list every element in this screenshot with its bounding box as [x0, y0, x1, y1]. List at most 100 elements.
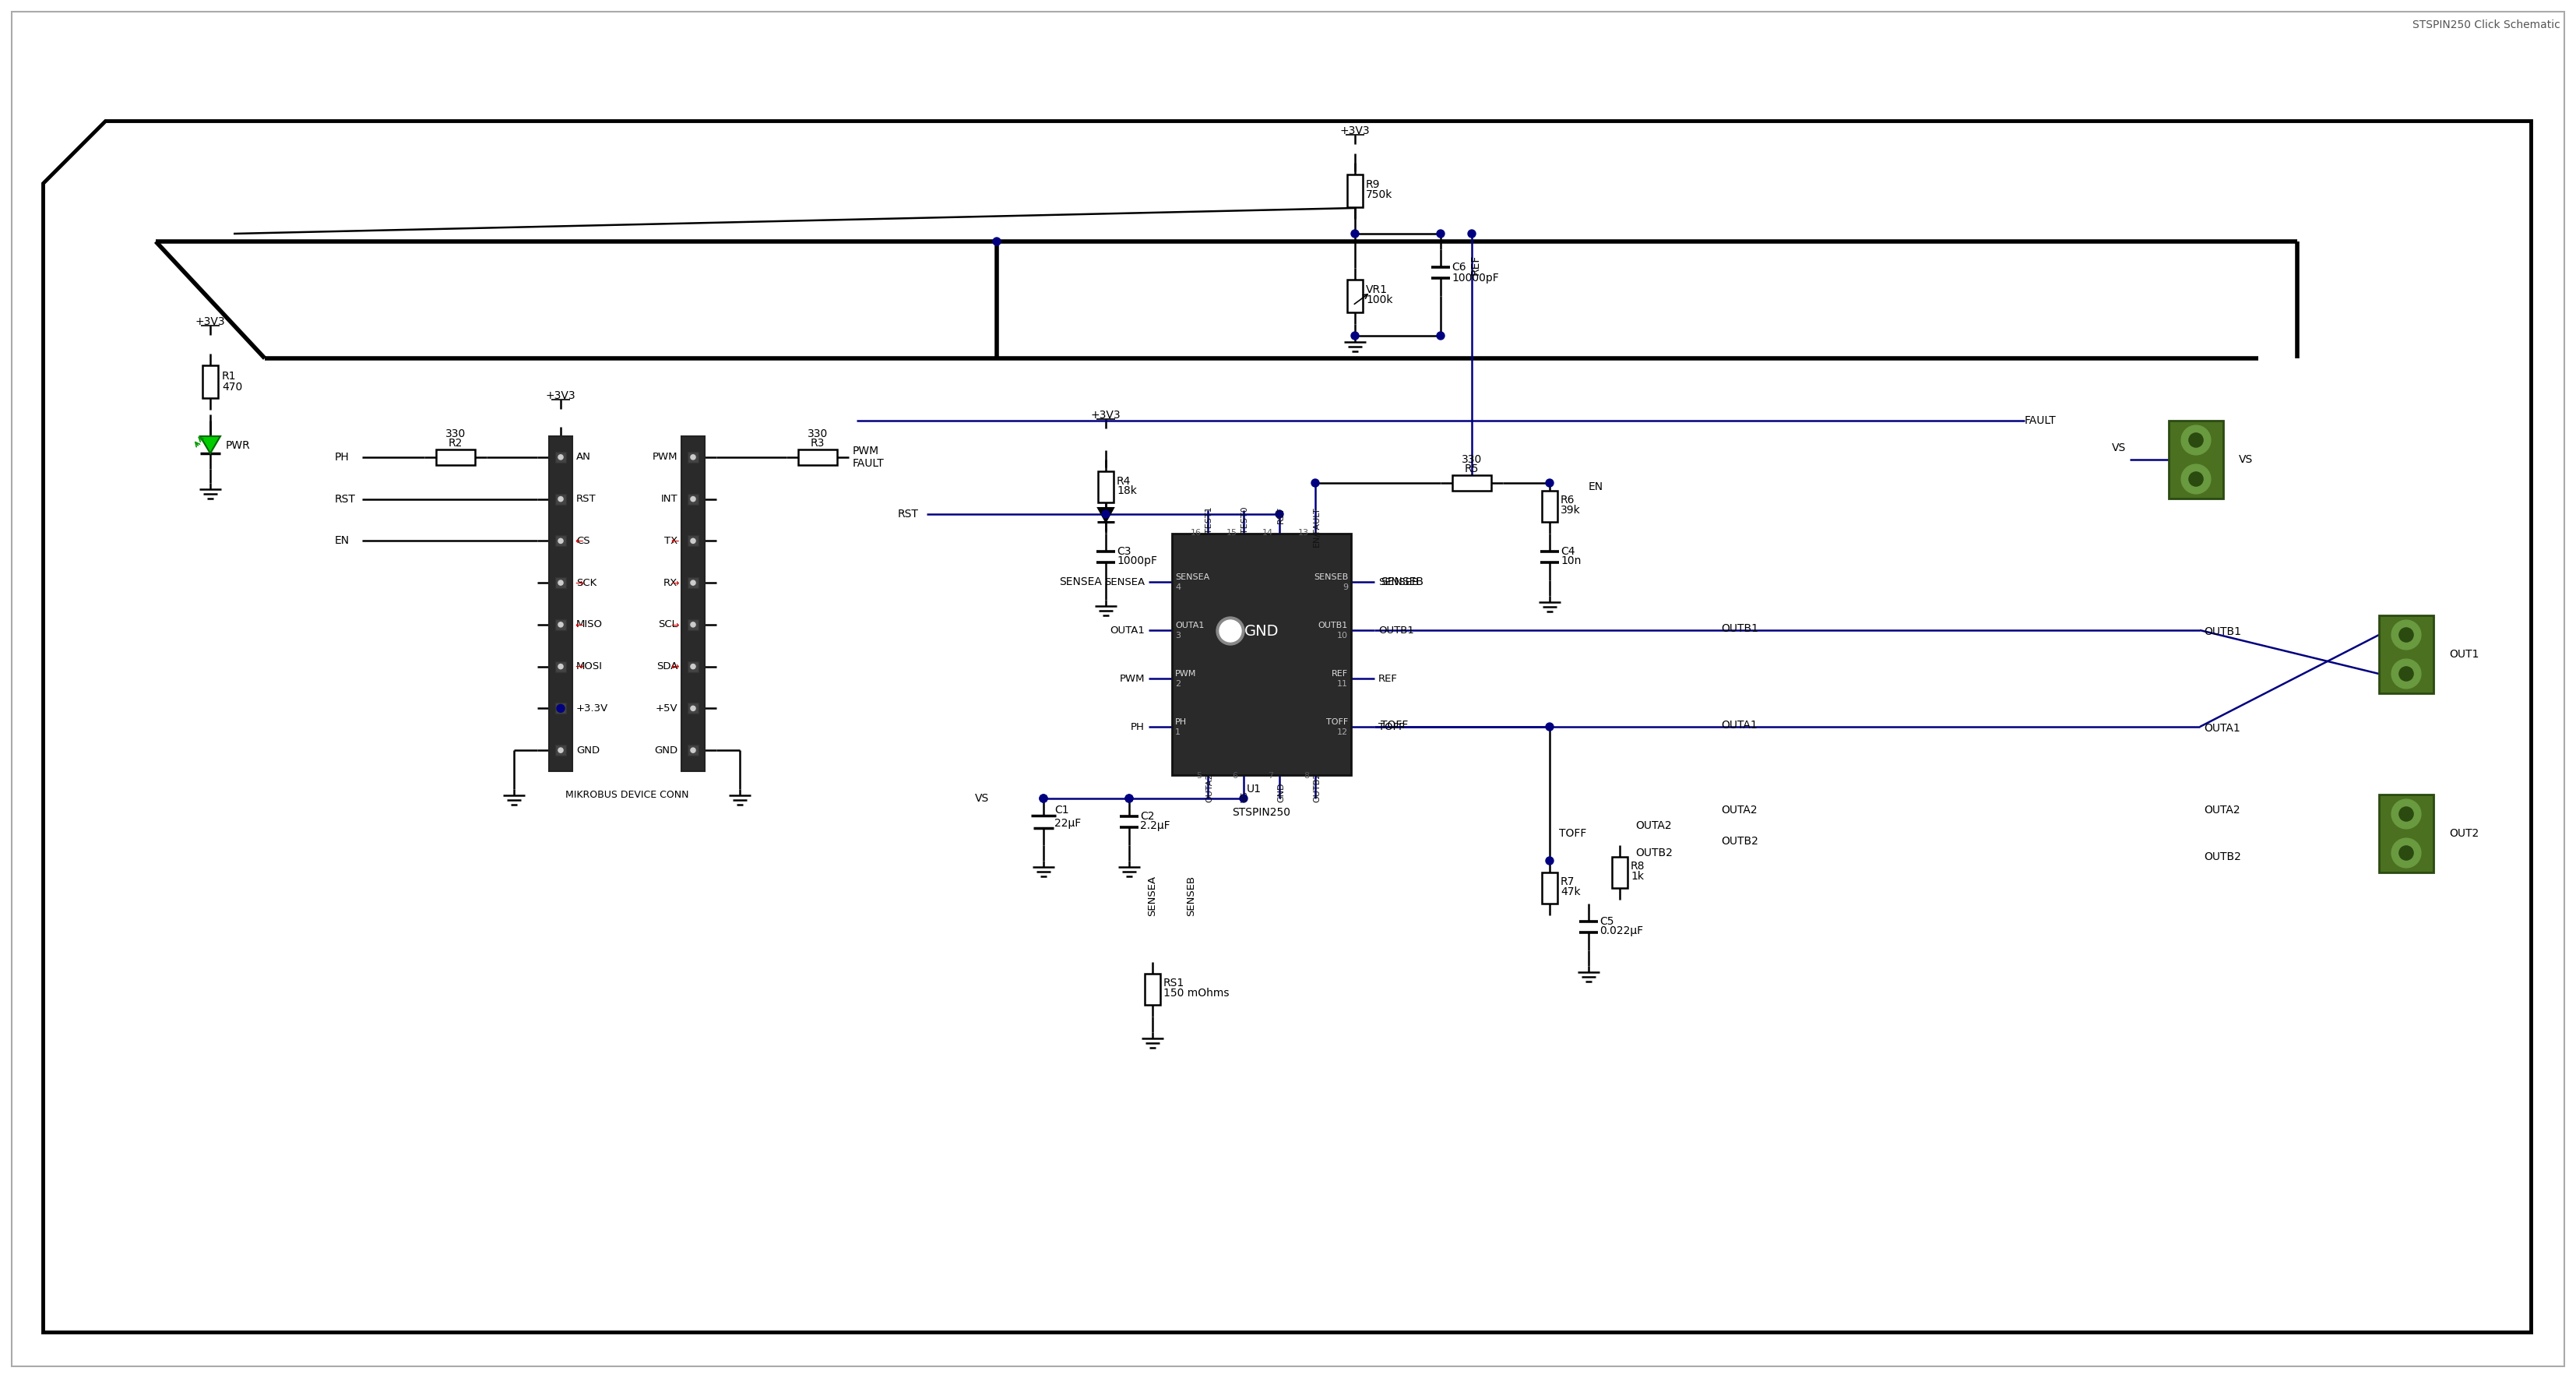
- Text: OUTA2: OUTA2: [1636, 820, 1672, 831]
- Text: MIKROBUS DEVICE CONN: MIKROBUS DEVICE CONN: [564, 790, 688, 799]
- Text: 47k: 47k: [1561, 886, 1582, 897]
- Circle shape: [690, 455, 696, 459]
- Circle shape: [559, 706, 564, 711]
- Circle shape: [690, 664, 696, 668]
- Circle shape: [559, 748, 564, 752]
- Text: 2.2μF: 2.2μF: [1141, 820, 1170, 831]
- Text: C2: C2: [1141, 810, 1154, 821]
- Circle shape: [2182, 426, 2210, 455]
- Text: 39k: 39k: [1561, 504, 1582, 515]
- Text: 4: 4: [1175, 583, 1180, 591]
- Circle shape: [559, 580, 564, 586]
- Circle shape: [1437, 230, 1445, 237]
- Text: INT: INT: [659, 493, 677, 504]
- Circle shape: [992, 237, 999, 245]
- Circle shape: [690, 539, 696, 543]
- Bar: [688, 744, 698, 755]
- Text: R8: R8: [1631, 861, 1646, 872]
- Circle shape: [1126, 795, 1133, 802]
- Text: CS: CS: [577, 536, 590, 546]
- Text: VS: VS: [2239, 455, 2254, 464]
- Circle shape: [1216, 617, 1244, 645]
- Text: GND: GND: [654, 745, 677, 755]
- Text: 470: 470: [222, 382, 242, 393]
- Text: OUTA1: OUTA1: [1110, 626, 1144, 635]
- Bar: [556, 452, 567, 463]
- Text: →: →: [574, 579, 582, 588]
- Text: STSPIN250 Click Schematic: STSPIN250 Click Schematic: [2414, 19, 2561, 30]
- Circle shape: [1275, 510, 1283, 518]
- Circle shape: [2391, 620, 2421, 649]
- Text: EN/FAULT: EN/FAULT: [1314, 506, 1321, 547]
- Text: PWM: PWM: [1121, 674, 1144, 683]
- Text: 1000pF: 1000pF: [1115, 555, 1157, 566]
- Circle shape: [2391, 659, 2421, 689]
- Text: GND: GND: [1278, 783, 1285, 802]
- Text: VS: VS: [2112, 442, 2125, 453]
- Bar: [556, 703, 567, 714]
- Text: GND: GND: [577, 745, 600, 755]
- Bar: [1613, 857, 1628, 887]
- Text: 16: 16: [1190, 529, 1200, 536]
- Bar: [2169, 420, 2223, 499]
- Text: SENSEB: SENSEB: [1314, 573, 1347, 582]
- Circle shape: [559, 623, 564, 627]
- Bar: [688, 536, 698, 546]
- Text: OUTB2: OUTB2: [2205, 852, 2241, 863]
- Text: PH: PH: [1175, 718, 1188, 726]
- Text: 11: 11: [1337, 679, 1347, 688]
- Bar: [556, 536, 567, 546]
- Bar: [204, 365, 219, 398]
- Text: 3: 3: [1175, 631, 1180, 639]
- Text: TEST0: TEST0: [1242, 506, 1249, 533]
- Text: REF: REF: [1332, 670, 1347, 678]
- Text: TOFF: TOFF: [1381, 719, 1409, 730]
- Text: PWM: PWM: [853, 445, 878, 456]
- Text: +5V: +5V: [654, 703, 677, 714]
- Text: 330: 330: [1461, 455, 1481, 464]
- Polygon shape: [1097, 508, 1113, 522]
- Circle shape: [1546, 723, 1553, 730]
- Text: 5: 5: [1195, 772, 1200, 780]
- Circle shape: [1239, 795, 1247, 802]
- Circle shape: [1041, 795, 1048, 802]
- Text: REF: REF: [1471, 255, 1481, 276]
- Circle shape: [1437, 332, 1445, 339]
- Text: SCK: SCK: [577, 577, 598, 588]
- Circle shape: [2190, 433, 2202, 448]
- Circle shape: [1041, 795, 1048, 802]
- Text: 1k: 1k: [1631, 871, 1643, 882]
- Text: RST: RST: [577, 493, 595, 504]
- Text: RST: RST: [335, 493, 355, 504]
- Bar: [1543, 872, 1558, 904]
- Text: OUTA2: OUTA2: [1206, 773, 1213, 802]
- Bar: [688, 452, 698, 463]
- Text: OUTB1: OUTB1: [1721, 623, 1759, 634]
- Text: RST: RST: [899, 508, 920, 520]
- Text: MOSI: MOSI: [577, 661, 603, 671]
- Circle shape: [2391, 799, 2421, 828]
- Circle shape: [556, 704, 564, 712]
- Bar: [688, 619, 698, 630]
- Text: VS: VS: [974, 792, 989, 803]
- Circle shape: [2398, 628, 2414, 642]
- Text: R5: R5: [1466, 463, 1479, 474]
- Bar: [556, 577, 567, 588]
- Text: 14: 14: [1262, 529, 1273, 536]
- Text: R6: R6: [1561, 495, 1574, 506]
- Text: R4: R4: [1115, 475, 1131, 486]
- Circle shape: [2398, 808, 2414, 821]
- Text: 8: 8: [1303, 772, 1309, 780]
- Bar: [688, 703, 698, 714]
- Circle shape: [2398, 667, 2414, 681]
- Text: 0.022μF: 0.022μF: [1600, 926, 1643, 936]
- Bar: [799, 449, 837, 464]
- Text: R2: R2: [448, 438, 464, 449]
- Text: 150 mOhms: 150 mOhms: [1164, 988, 1229, 999]
- Text: VS: VS: [1242, 791, 1249, 802]
- Circle shape: [1350, 230, 1360, 237]
- Bar: [1453, 475, 1492, 491]
- Text: 15: 15: [1226, 529, 1236, 536]
- Text: FAULT: FAULT: [2025, 415, 2056, 426]
- Text: 7: 7: [1267, 772, 1273, 780]
